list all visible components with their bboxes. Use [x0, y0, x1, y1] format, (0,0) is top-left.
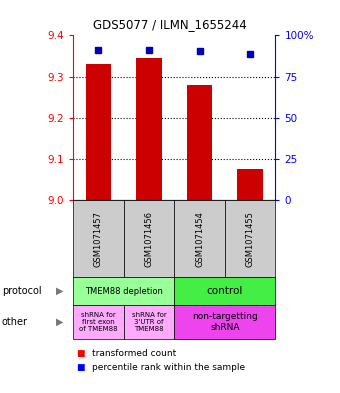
Text: non-targetting
shRNA: non-targetting shRNA [192, 312, 258, 332]
Text: GSM1071454: GSM1071454 [195, 211, 204, 267]
Bar [86, 64, 111, 200]
Text: percentile rank within the sample: percentile rank within the sample [92, 363, 245, 371]
Text: ■: ■ [76, 363, 85, 371]
Text: shRNA for
3'UTR of
TMEM88: shRNA for 3'UTR of TMEM88 [132, 312, 166, 332]
Text: transformed count: transformed count [92, 349, 176, 358]
Text: GSM1071456: GSM1071456 [144, 211, 153, 267]
Text: TMEM88 depletion: TMEM88 depletion [85, 287, 163, 296]
Text: GDS5077 / ILMN_1655244: GDS5077 / ILMN_1655244 [93, 18, 247, 31]
Text: ▶: ▶ [56, 286, 63, 296]
Bar [136, 58, 162, 200]
Text: shRNA for
first exon
of TMEM88: shRNA for first exon of TMEM88 [79, 312, 118, 332]
Text: ▶: ▶ [56, 317, 63, 327]
Text: other: other [2, 317, 28, 327]
Bar [187, 85, 212, 200]
Text: GSM1071455: GSM1071455 [245, 211, 255, 267]
Text: protocol: protocol [2, 286, 41, 296]
Bar [237, 169, 263, 200]
Text: ■: ■ [76, 349, 85, 358]
Text: GSM1071457: GSM1071457 [94, 211, 103, 267]
Text: control: control [207, 286, 243, 296]
